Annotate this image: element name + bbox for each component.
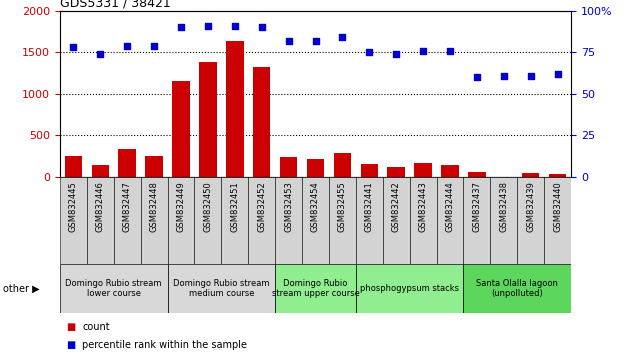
Point: [230, 23, 240, 28]
Bar: [463, 177, 490, 264]
Text: phosphogypsum stacks: phosphogypsum stacks: [360, 284, 459, 293]
Text: Domingo Rubio
stream upper course: Domingo Rubio stream upper course: [271, 279, 360, 298]
Bar: [307, 159, 324, 177]
Text: GSM832437: GSM832437: [473, 181, 481, 232]
Text: GSM832445: GSM832445: [69, 181, 78, 232]
Text: Domingo Rubio stream
lower course: Domingo Rubio stream lower course: [66, 279, 162, 298]
Bar: [356, 177, 383, 264]
Text: GSM832438: GSM832438: [499, 181, 509, 232]
Text: GSM832449: GSM832449: [177, 181, 186, 232]
Point: [310, 38, 321, 44]
Point: [95, 51, 105, 57]
Bar: [280, 157, 297, 177]
Point: [176, 24, 186, 30]
Bar: [119, 149, 136, 177]
Bar: [168, 264, 275, 313]
Point: [68, 44, 78, 50]
Bar: [194, 177, 221, 264]
Bar: [334, 153, 351, 177]
Text: other ▶: other ▶: [3, 284, 40, 293]
Text: percentile rank within the sample: percentile rank within the sample: [82, 340, 247, 350]
Bar: [221, 177, 248, 264]
Text: GSM832453: GSM832453: [284, 181, 293, 232]
Point: [445, 48, 455, 53]
Bar: [360, 164, 378, 177]
Bar: [490, 177, 517, 264]
Bar: [522, 173, 540, 177]
Point: [338, 34, 348, 40]
Point: [283, 38, 293, 44]
Bar: [302, 177, 329, 264]
Bar: [60, 264, 168, 313]
Bar: [91, 165, 109, 177]
Bar: [60, 177, 87, 264]
Bar: [64, 156, 82, 177]
Text: GSM832452: GSM832452: [257, 181, 266, 232]
Text: GSM832448: GSM832448: [150, 181, 158, 232]
Bar: [356, 264, 463, 313]
Bar: [549, 174, 567, 177]
Point: [526, 73, 536, 78]
Bar: [437, 177, 463, 264]
Text: Domingo Rubio stream
medium course: Domingo Rubio stream medium course: [173, 279, 269, 298]
Bar: [441, 165, 459, 177]
Text: GSM832446: GSM832446: [96, 181, 105, 232]
Text: GSM832447: GSM832447: [122, 181, 132, 232]
Text: GSM832455: GSM832455: [338, 181, 347, 232]
Bar: [415, 163, 432, 177]
Bar: [544, 177, 571, 264]
Bar: [253, 67, 271, 177]
Point: [472, 74, 482, 80]
Point: [418, 48, 428, 53]
Point: [553, 71, 563, 77]
Bar: [248, 177, 275, 264]
Bar: [410, 177, 437, 264]
Text: count: count: [82, 322, 110, 332]
Bar: [87, 177, 114, 264]
Bar: [468, 172, 486, 177]
Point: [257, 24, 267, 30]
Text: GSM832440: GSM832440: [553, 181, 562, 232]
Text: ■: ■: [66, 340, 76, 350]
Bar: [145, 156, 163, 177]
Point: [203, 23, 213, 28]
Point: [364, 50, 374, 55]
Text: GSM832443: GSM832443: [418, 181, 428, 232]
Point: [391, 51, 401, 57]
Bar: [329, 177, 356, 264]
Text: GSM832441: GSM832441: [365, 181, 374, 232]
Bar: [141, 177, 168, 264]
Bar: [275, 177, 302, 264]
Bar: [114, 177, 141, 264]
Text: GSM832454: GSM832454: [311, 181, 320, 232]
Bar: [168, 177, 194, 264]
Text: GSM832450: GSM832450: [203, 181, 213, 232]
Text: GSM832442: GSM832442: [392, 181, 401, 232]
Text: GDS5331 / 38421: GDS5331 / 38421: [60, 0, 171, 10]
Text: GSM832444: GSM832444: [445, 181, 454, 232]
Bar: [383, 177, 410, 264]
Text: GSM832439: GSM832439: [526, 181, 535, 232]
Bar: [275, 264, 356, 313]
Bar: [226, 41, 244, 177]
Point: [149, 43, 159, 48]
Bar: [199, 62, 216, 177]
Point: [122, 43, 133, 48]
Bar: [517, 177, 544, 264]
Bar: [387, 167, 405, 177]
Text: ■: ■: [66, 322, 76, 332]
Bar: [172, 81, 190, 177]
Bar: [463, 264, 571, 313]
Text: Santa Olalla lagoon
(unpolluted): Santa Olalla lagoon (unpolluted): [476, 279, 558, 298]
Text: GSM832451: GSM832451: [230, 181, 239, 232]
Point: [498, 73, 509, 78]
